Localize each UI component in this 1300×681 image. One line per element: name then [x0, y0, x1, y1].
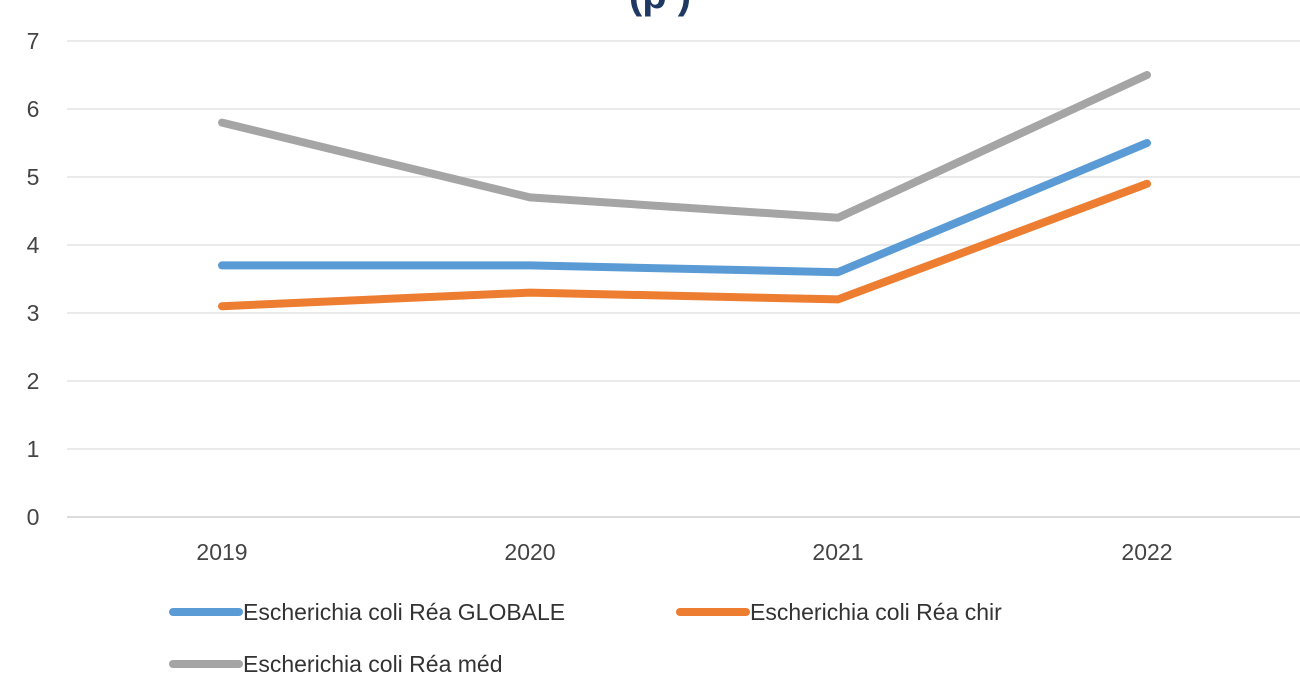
y-tick-label: 6: [27, 96, 40, 122]
series-line-2: [218, 179, 1151, 311]
x-tick-label: 2022: [1121, 539, 1172, 565]
chart-title: (p ): [629, 0, 691, 17]
legend-label: Escherichia coli Réa méd: [243, 651, 503, 677]
series-line-3: [218, 71, 1151, 222]
y-axis-ticks: 0 1 2 3 4 5 6 7: [27, 28, 40, 530]
y-tick-label: 4: [27, 232, 40, 258]
series-lines: [218, 71, 1151, 311]
series-line-1: [218, 139, 1151, 277]
y-tick-label: 5: [27, 164, 40, 190]
x-axis-ticks: 2019 2020 2021 2022: [196, 539, 1172, 565]
y-tick-label: 7: [27, 28, 40, 54]
legend-label: Escherichia coli Réa GLOBALE: [243, 599, 565, 625]
y-tick-label: 0: [27, 504, 40, 530]
y-tick-label: 3: [27, 300, 40, 326]
gridlines: [67, 40, 1300, 518]
y-tick-label: 1: [27, 436, 40, 462]
y-tick-label: 2: [27, 368, 40, 394]
legend: Escherichia coli Réa GLOBALE Escherichia …: [169, 599, 1002, 677]
legend-label: Escherichia coli Réa chir: [750, 599, 1002, 625]
x-tick-label: 2021: [812, 539, 863, 565]
x-tick-label: 2020: [504, 539, 555, 565]
x-tick-label: 2019: [196, 539, 247, 565]
